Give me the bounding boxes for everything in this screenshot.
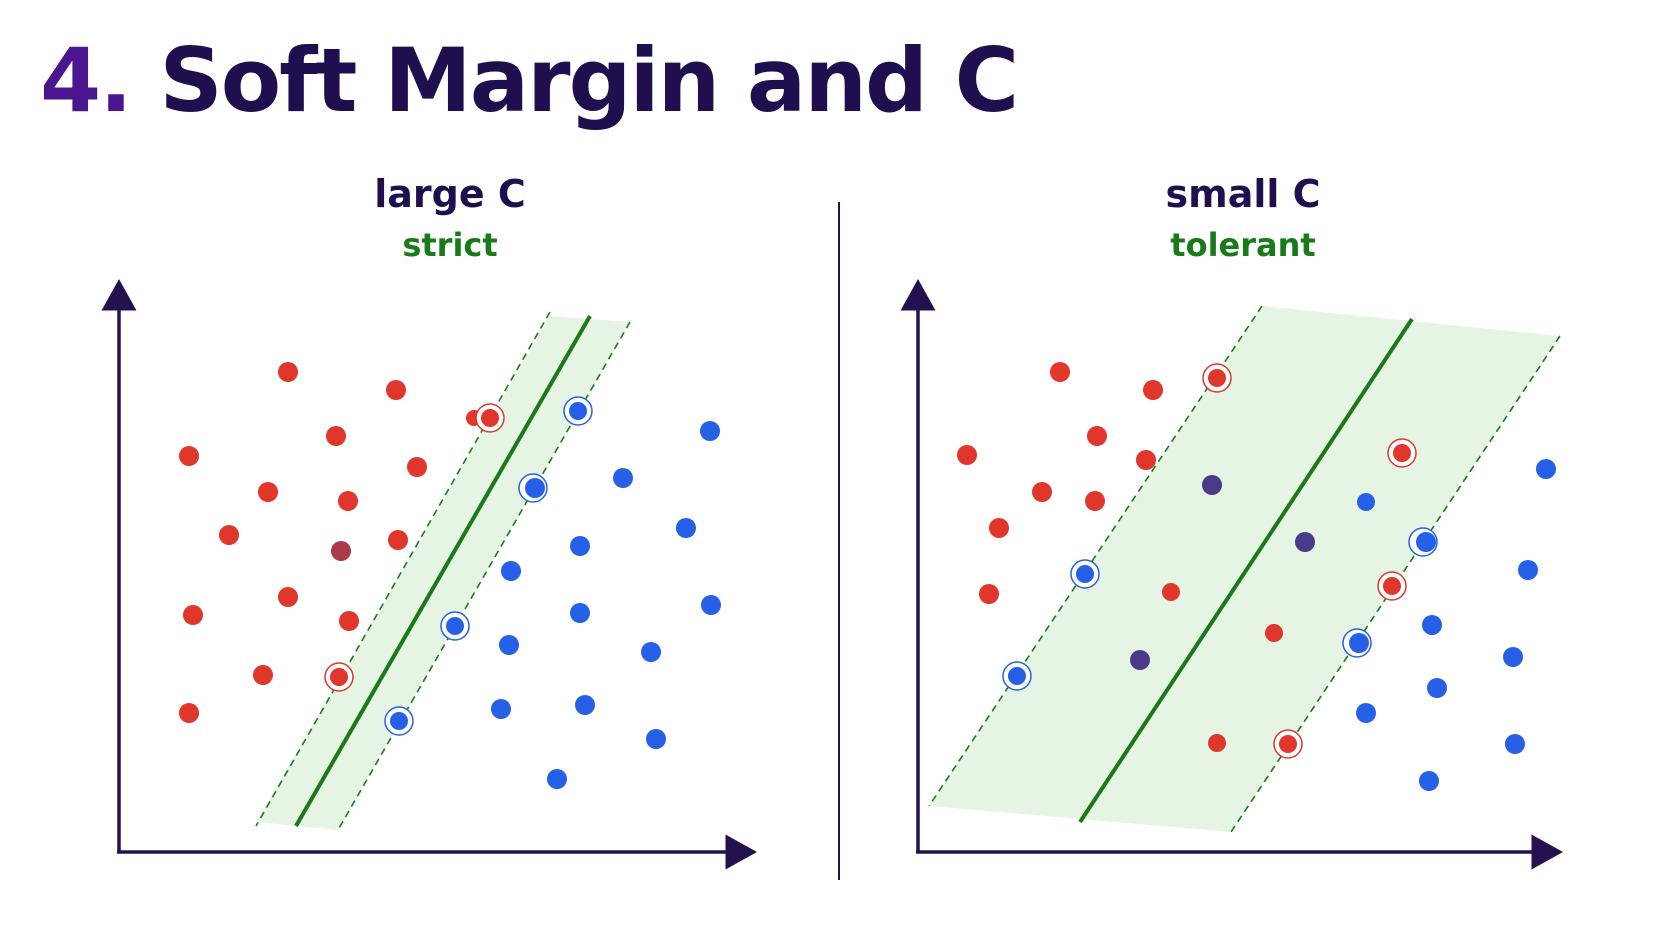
data-point-blue — [1427, 678, 1447, 698]
left-blue-points — [491, 421, 721, 789]
data-point-red — [1162, 583, 1180, 601]
data-point-blue — [676, 518, 696, 538]
data-point-red — [1050, 362, 1070, 382]
left-panel — [101, 279, 757, 870]
support-vector-red — [330, 668, 348, 686]
data-point-red — [1085, 491, 1105, 511]
right-misclassified-points — [1130, 475, 1315, 670]
data-point-blue — [1503, 647, 1523, 667]
data-point-violation — [1295, 532, 1315, 552]
data-point-blue — [570, 536, 590, 556]
left-support-vectors — [324, 396, 593, 736]
data-point-red — [278, 587, 298, 607]
data-point-blue — [1505, 734, 1525, 754]
data-point-red — [338, 491, 358, 511]
right-red-points — [957, 362, 1283, 752]
data-point-mixed — [331, 541, 351, 561]
data-point-red — [1136, 450, 1156, 470]
data-point-red — [1143, 380, 1163, 400]
data-point-red — [1087, 426, 1107, 446]
data-point-red — [278, 362, 298, 382]
data-point-blue — [646, 729, 666, 749]
data-point-blue — [1356, 703, 1376, 723]
data-point-red — [258, 482, 278, 502]
support-vector-red — [1383, 577, 1401, 595]
data-point-blue — [547, 769, 567, 789]
data-point-red — [1208, 734, 1226, 752]
support-vector-red — [481, 409, 499, 427]
data-point-red — [183, 605, 203, 625]
support-vector-blue — [390, 712, 408, 730]
data-point-red — [339, 611, 359, 631]
data-point-blue — [491, 699, 511, 719]
data-point-blue — [1422, 615, 1442, 635]
data-point-violation — [1130, 650, 1150, 670]
support-vector-blue — [569, 402, 587, 420]
data-point-red — [1265, 624, 1283, 642]
right-margin-line-upper — [928, 305, 1263, 807]
support-vector-blue — [1008, 667, 1026, 685]
right-panel-label: small C tolerant — [1043, 168, 1443, 270]
data-point-blue — [1518, 560, 1538, 580]
data-point-red — [219, 525, 239, 545]
data-point-blue — [1357, 493, 1375, 511]
title-number: 4. — [40, 29, 133, 132]
slide-title: 4. Soft Margin and C — [40, 28, 1019, 134]
data-point-blue — [641, 642, 661, 662]
support-vector-blue — [525, 478, 545, 498]
title-text: Soft Margin and C — [159, 29, 1019, 132]
data-point-blue — [570, 603, 590, 623]
support-vector-red — [1279, 735, 1297, 753]
data-point-blue — [501, 561, 521, 581]
data-point-red — [957, 445, 977, 465]
right-decision-boundary — [1078, 317, 1414, 824]
support-vector-blue — [1349, 633, 1369, 653]
data-point-red — [253, 665, 273, 685]
data-point-violation — [1202, 475, 1222, 495]
support-vector-blue — [1416, 532, 1436, 552]
right-panel — [900, 279, 1563, 870]
support-vector-red — [1208, 369, 1226, 387]
support-vector-blue — [1076, 565, 1094, 583]
data-point-red — [179, 446, 199, 466]
data-point-blue — [1419, 771, 1439, 791]
data-point-red — [407, 457, 427, 477]
left-panel-label: large C strict — [250, 168, 650, 270]
data-point-red — [386, 380, 406, 400]
support-vector-red — [1393, 444, 1411, 462]
left-decision-boundary — [294, 315, 592, 827]
left-panel-subtitle: strict — [402, 226, 498, 264]
data-point-blue — [499, 635, 519, 655]
right-panel-subtitle: tolerant — [1170, 226, 1316, 264]
right-panel-title: small C — [1165, 172, 1321, 216]
right-margin-band — [929, 306, 1560, 832]
support-vector-blue — [446, 617, 464, 635]
data-point-blue — [701, 595, 721, 615]
left-margin-line-upper — [255, 311, 551, 827]
data-point-red — [388, 530, 408, 550]
data-point-blue — [1536, 459, 1556, 479]
left-panel-title: large C — [374, 172, 526, 216]
data-point-blue — [700, 421, 720, 441]
data-point-blue — [613, 468, 633, 488]
data-point-red — [989, 518, 1009, 538]
data-point-blue — [575, 695, 595, 715]
data-point-red — [326, 426, 346, 446]
data-point-red — [979, 584, 999, 604]
left-margin-line-lower — [337, 321, 631, 831]
data-point-red — [179, 703, 199, 723]
right-support-vectors — [1002, 363, 1438, 759]
data-point-red — [1032, 482, 1052, 502]
right-blue-points — [1356, 459, 1556, 791]
